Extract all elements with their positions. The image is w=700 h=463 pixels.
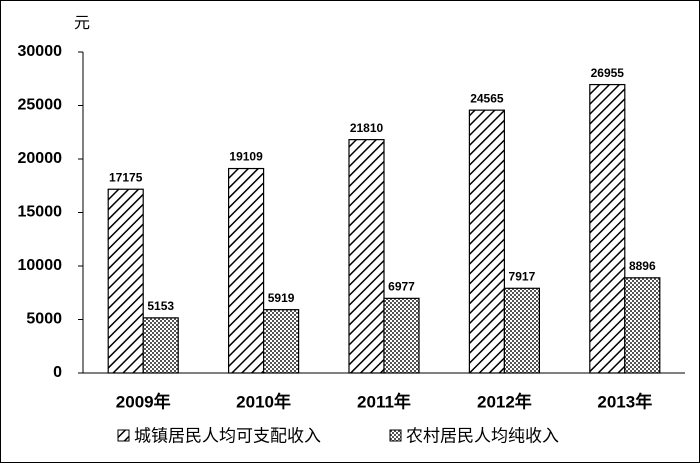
legend-label: 农村居民人均纯收入 <box>406 426 559 445</box>
y-tick-label: 15000 <box>18 204 63 221</box>
value-label: 6977 <box>388 280 415 294</box>
value-label: 19109 <box>229 150 263 164</box>
bar <box>589 83 626 374</box>
value-label: 26955 <box>591 66 625 80</box>
y-tick-label: 0 <box>53 364 62 381</box>
bar <box>383 297 420 374</box>
x-tick-label: 2010年 <box>236 391 291 411</box>
x-tick-label: 2011年 <box>357 391 411 411</box>
value-label: 21810 <box>350 121 384 135</box>
legend-swatch <box>389 429 402 442</box>
bar <box>107 188 144 374</box>
value-label: 5153 <box>147 299 174 313</box>
value-label: 5919 <box>268 291 295 305</box>
x-tick-label: 2013年 <box>597 391 652 411</box>
legend-swatch <box>117 429 130 442</box>
value-label: 17175 <box>109 170 143 184</box>
y-tick-label: 10000 <box>18 257 63 274</box>
legend-label: 城镇居民人均可支配收入 <box>134 426 321 445</box>
bar <box>228 167 265 374</box>
y-tick-label: 30000 <box>18 43 63 60</box>
y-unit: 元 <box>74 15 90 32</box>
y-tick-label: 25000 <box>18 97 63 114</box>
y-tick-label: 20000 <box>18 150 63 167</box>
bar <box>142 317 179 374</box>
x-tick-label: 2012年 <box>477 391 532 411</box>
value-label: 7917 <box>509 269 536 283</box>
bar <box>624 277 661 374</box>
bar <box>348 139 385 374</box>
y-tick-label: 5000 <box>26 311 62 328</box>
bar <box>263 309 300 374</box>
bar <box>503 287 540 374</box>
value-label: 24565 <box>470 91 504 105</box>
bar <box>468 109 505 374</box>
value-label: 8896 <box>629 259 656 273</box>
x-tick-label: 2009年 <box>116 391 171 411</box>
